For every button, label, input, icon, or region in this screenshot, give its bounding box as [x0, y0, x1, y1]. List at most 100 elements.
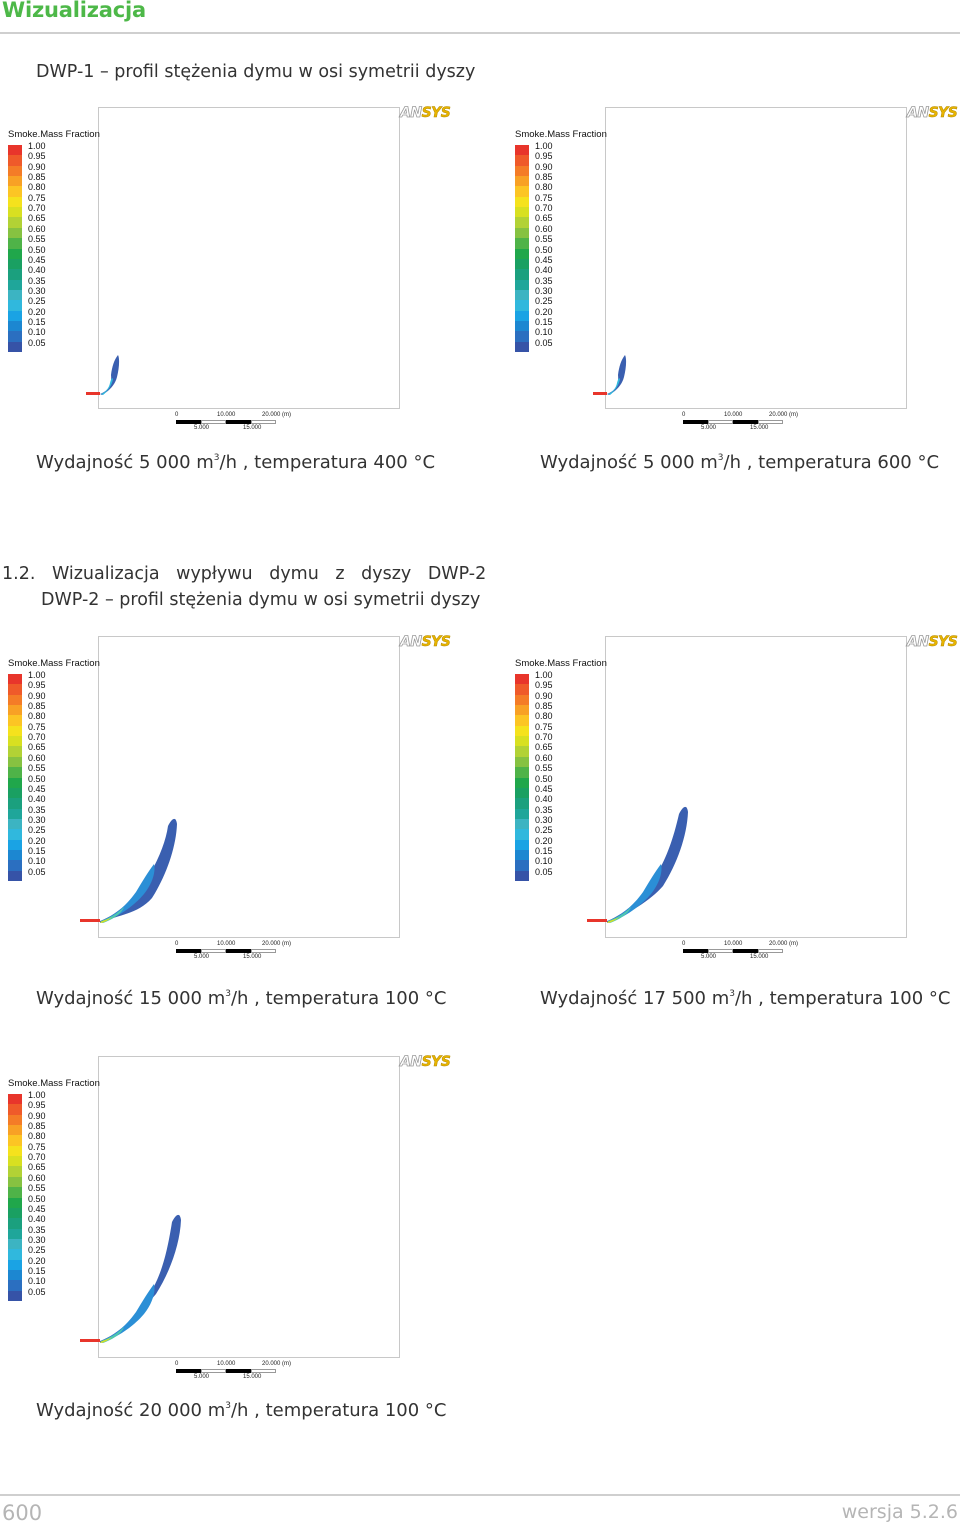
- legend-label: 0.30: [28, 814, 46, 825]
- legend-entry: 0.05: [8, 867, 68, 882]
- legend-entry: 0.20: [8, 836, 68, 850]
- legend-entry: 0.40: [8, 1214, 68, 1229]
- scale-segment: [733, 420, 758, 424]
- legend-entry: 0.50: [515, 245, 575, 259]
- plot-area: [98, 107, 400, 409]
- legend-entry: 0.30: [8, 815, 68, 830]
- scale-segment: [683, 420, 708, 424]
- legend-label: 0.40: [535, 794, 553, 805]
- legend-entry: 0.55: [8, 763, 68, 778]
- legend-swatch: [8, 227, 22, 239]
- legend-entry: 0.25: [8, 825, 68, 840]
- scale-label-10: 10.000: [217, 1361, 236, 1367]
- contour-plot-panel: ANSYS Smoke.Mass Fraction 1.00 0.95 0.90 0.85…: [8, 105, 468, 447]
- caption-suffix: /h , temperatura 100 °C: [230, 1400, 447, 1421]
- scale-label-5: 5.000: [194, 425, 210, 431]
- legend-label: 0.70: [28, 1152, 46, 1163]
- scale-label-0: 0: [175, 412, 179, 418]
- legend-label: 0.45: [28, 1203, 46, 1214]
- legend-label: 0.20: [28, 1255, 46, 1266]
- legend-label: 0.75: [535, 192, 553, 203]
- legend-entry: 1.00: [8, 1090, 68, 1105]
- legend-swatch: [515, 674, 529, 685]
- plot-area: [605, 636, 907, 938]
- legend-label: 0.70: [535, 732, 553, 743]
- nozzle-outlet: [593, 392, 607, 395]
- legend-entry: 0.95: [8, 1100, 68, 1115]
- legend-entry: 0.50: [515, 774, 575, 788]
- legend-entry: 0.60: [8, 224, 68, 239]
- legend-label: 0.90: [535, 161, 553, 172]
- legend-entry: 0.40: [515, 794, 575, 809]
- legend-entry: 0.10: [8, 856, 68, 871]
- scale-unit: (m): [282, 941, 291, 947]
- legend-swatch: [8, 1197, 22, 1208]
- scale-segment: [758, 949, 783, 953]
- legend-entry: 0.45: [515, 784, 575, 799]
- plot-caption: Wydajność 15 000 m3/h , temperatura 100 …: [36, 988, 446, 1009]
- legend-swatch: [515, 186, 529, 197]
- legend-label: 0.80: [535, 182, 553, 193]
- smoke-plume-contour: [80, 818, 177, 923]
- legend-swatch: [8, 839, 22, 850]
- legend-entry: 0.10: [8, 1276, 68, 1291]
- scale-bar: 0 10.000 20.000 (m) 5.000 15.000: [173, 412, 303, 436]
- plume-inner: [608, 907, 631, 923]
- legend-entry: 0.75: [515, 722, 575, 737]
- legend-swatch: [515, 217, 529, 228]
- legend-swatch: [515, 746, 529, 757]
- logo-an: AN: [400, 105, 423, 122]
- legend-label: 0.10: [535, 327, 553, 338]
- legend-label: 0.70: [28, 203, 46, 214]
- legend-swatch: [8, 725, 22, 737]
- legend-swatch: [515, 145, 529, 156]
- legend-entry: 0.35: [8, 805, 68, 819]
- legend-label: 0.75: [28, 1141, 46, 1152]
- scale-bar: 0 10.000 20.000 (m) 5.000 15.000: [680, 412, 810, 436]
- legend-swatch: [8, 238, 22, 249]
- legend-label: 0.55: [535, 763, 553, 774]
- legend-label: 0.75: [28, 721, 46, 732]
- legend-entry: 0.65: [8, 213, 68, 228]
- legend-entry: 0.35: [8, 1225, 68, 1239]
- legend-swatch: [515, 165, 529, 177]
- legend-swatch: [8, 870, 22, 882]
- legend-swatch: [8, 1176, 22, 1188]
- logo-an: AN: [400, 634, 423, 651]
- legend-label: 0.55: [28, 763, 46, 774]
- scale-label-15: 15.000: [243, 954, 262, 960]
- section2-title: 1.2. Wizualizacja wypływu dymu z dyszy D…: [2, 564, 487, 584]
- scale-segment: [226, 1369, 251, 1373]
- legend-label: 0.15: [28, 316, 46, 327]
- smoke-plume-contour: [593, 355, 627, 395]
- page-header-title: Wizualizacja: [2, 0, 146, 22]
- plot-caption: Wydajność 20 000 m3/h , temperatura 100 …: [36, 1400, 446, 1421]
- legend-entry: 0.55: [515, 763, 575, 778]
- legend-swatch: [8, 186, 22, 197]
- legend-entry: 0.35: [8, 276, 68, 290]
- legend-swatch: [8, 715, 22, 726]
- legend-label: 0.30: [535, 814, 553, 825]
- legend-entry: 0.40: [515, 265, 575, 280]
- logo-an: AN: [400, 1054, 423, 1071]
- legend-swatch: [515, 694, 529, 706]
- legend-swatch: [515, 787, 529, 799]
- legend-swatch: [515, 279, 529, 290]
- legend-label: 1.00: [28, 1090, 46, 1100]
- legend-label: 0.90: [28, 690, 46, 701]
- legend-swatch: [515, 289, 529, 301]
- legend-swatch: [515, 829, 529, 840]
- legend-label: 0.35: [28, 1224, 46, 1235]
- legend-label: 0.45: [28, 783, 46, 794]
- legend-swatch: [8, 279, 22, 290]
- legend-entry: 0.35: [515, 805, 575, 819]
- legend-swatch: [515, 808, 529, 819]
- legend-entry: 0.10: [515, 327, 575, 342]
- legend-entry: 0.60: [8, 1173, 68, 1188]
- plume-outer: [607, 355, 627, 395]
- nozzle-outlet: [86, 392, 100, 395]
- legend-entry: 0.15: [515, 317, 575, 332]
- scale-label-20: 20.000: [262, 412, 281, 418]
- legend-label: 0.10: [535, 856, 553, 867]
- plume-mid: [101, 1284, 155, 1343]
